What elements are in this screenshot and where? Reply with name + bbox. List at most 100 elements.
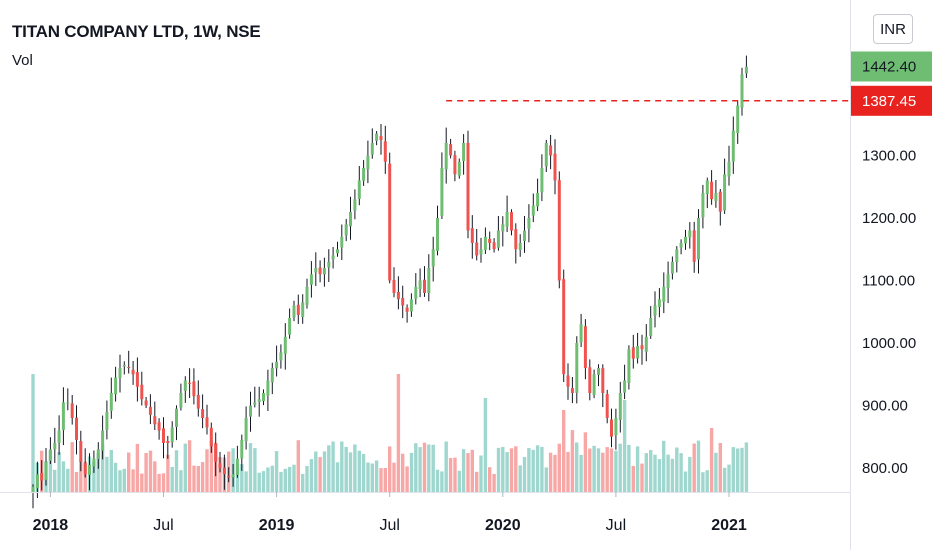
candle-body xyxy=(488,238,492,243)
volume-bar xyxy=(335,462,340,492)
candle-body xyxy=(379,136,383,140)
candle-body xyxy=(301,302,305,317)
volume-bar xyxy=(670,458,675,492)
price-tick-label: 900.00 xyxy=(862,398,908,415)
candle-body xyxy=(631,347,635,359)
candle-body xyxy=(61,402,65,431)
volume-bar xyxy=(736,448,740,492)
time-axis[interactable]: 2018 Jul 2019 Jul 2020 Jul 2021 xyxy=(33,492,747,534)
candle-body xyxy=(148,406,152,415)
candle-body xyxy=(588,367,592,393)
candle-body xyxy=(327,261,331,268)
volume-bar xyxy=(327,445,331,492)
volume-bar xyxy=(662,440,666,492)
volume-bar xyxy=(296,440,300,492)
volume-bar xyxy=(731,447,735,492)
volume-bar xyxy=(74,472,79,492)
volume-bar xyxy=(653,454,657,492)
candle-body xyxy=(675,249,679,263)
candle-body xyxy=(597,368,600,375)
volume-bar xyxy=(535,445,540,492)
price-tick-label: 1200.00 xyxy=(862,210,916,227)
volume-bar xyxy=(683,471,688,492)
volume-bar xyxy=(609,448,614,492)
volume-bar xyxy=(640,463,644,492)
candle-body xyxy=(470,228,474,243)
candle-body xyxy=(244,418,248,442)
candle-body xyxy=(275,361,279,369)
volume-bar xyxy=(422,442,427,492)
volume-bar xyxy=(187,440,192,492)
volume-bar xyxy=(605,447,609,492)
candle-body xyxy=(135,372,139,387)
candle-body xyxy=(540,168,544,193)
candle-body xyxy=(531,205,535,216)
candle-body xyxy=(262,393,265,402)
candle-body xyxy=(527,218,531,229)
candle-body xyxy=(601,368,605,393)
candle-body xyxy=(449,144,453,156)
candle-body xyxy=(209,427,213,447)
symbol-title: TITAN COMPANY LTD, 1W, NSE xyxy=(12,22,261,41)
candle-body xyxy=(227,475,231,478)
volume-bar xyxy=(144,453,148,492)
volume-bar xyxy=(405,466,409,492)
candle-body xyxy=(35,474,39,489)
candle-body xyxy=(457,161,461,176)
volume-bar xyxy=(305,466,309,492)
volume-bar xyxy=(470,449,474,492)
candle-body xyxy=(718,191,722,212)
volume-bar xyxy=(496,447,501,492)
candle-body xyxy=(353,199,357,211)
volume-bar xyxy=(270,465,274,492)
candle-body xyxy=(575,343,579,393)
volume-bar xyxy=(218,457,222,492)
candle-body xyxy=(662,286,666,302)
volume-bar xyxy=(274,451,279,492)
volume-bar xyxy=(279,471,283,492)
volume-bar xyxy=(344,446,348,492)
volume-bar xyxy=(366,462,370,492)
volume-bar xyxy=(135,443,140,492)
candle-body xyxy=(101,430,105,451)
candle-body xyxy=(570,388,574,393)
candle-body xyxy=(44,461,48,480)
candle-body xyxy=(605,394,609,418)
volume-bar xyxy=(540,446,544,492)
candle-body xyxy=(479,249,483,255)
price-axis[interactable]: 800.00 900.00 1000.00 1100.00 1200.00 1300.00… xyxy=(851,51,932,478)
volume-bar xyxy=(170,466,174,492)
volume-bar xyxy=(657,459,662,492)
candle-body xyxy=(131,369,135,375)
volume-bar xyxy=(644,453,648,492)
volume-bar xyxy=(240,464,244,492)
volume-bar xyxy=(479,455,483,492)
volume-bar xyxy=(457,470,461,492)
currency-button[interactable]: INR xyxy=(873,14,913,44)
volume-bar xyxy=(205,449,209,492)
candle-body xyxy=(322,268,326,275)
candle-body xyxy=(192,381,196,397)
candle-body xyxy=(162,428,165,443)
volume-bar xyxy=(666,454,670,492)
candle-body xyxy=(579,324,583,343)
candle-body xyxy=(201,409,205,418)
volume-bar xyxy=(301,473,305,492)
candle-body xyxy=(240,439,244,459)
candle-body xyxy=(114,377,118,395)
volume-bar xyxy=(48,450,53,492)
volume-bar xyxy=(627,444,631,492)
volume-bar xyxy=(113,462,118,492)
candle-body xyxy=(727,161,731,177)
volume-bar xyxy=(244,471,248,492)
volume-bar xyxy=(618,443,622,492)
candle-body xyxy=(109,393,113,411)
candlesticks xyxy=(31,55,748,509)
volume-bar xyxy=(61,461,66,492)
candle-body xyxy=(309,274,313,285)
volume-bar xyxy=(192,465,196,492)
volume-bar xyxy=(261,471,266,492)
volume-bar xyxy=(705,470,709,492)
candle-body xyxy=(401,297,405,306)
